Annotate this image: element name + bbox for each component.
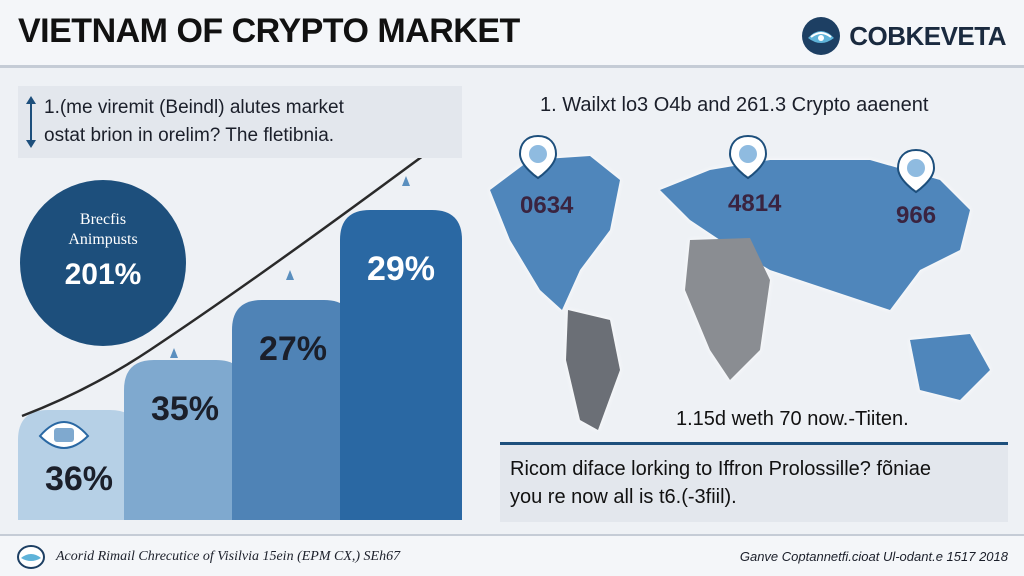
location-pin-icon bbox=[896, 148, 936, 194]
map-value-asia: 966 bbox=[896, 202, 937, 229]
note-line-1: 1.(me viremit (Beindl) alutes market bbox=[44, 97, 344, 118]
info-box: Ricom diface lorking to Iffron Prolossil… bbox=[500, 442, 1008, 522]
bar-label-3: 27% bbox=[259, 330, 327, 368]
header: VIETNAM OF CRYPTO MARKET COBKEVETA bbox=[0, 0, 1024, 68]
coin-badge-icon bbox=[38, 421, 90, 449]
continent-australia bbox=[910, 334, 990, 400]
bar-4 bbox=[340, 210, 462, 520]
location-pin-icon bbox=[728, 134, 768, 180]
benefit-circle: Brecfis Animpusts 201% bbox=[20, 180, 186, 346]
marker-icon bbox=[170, 348, 178, 358]
benefit-label-line-1: Brecfis bbox=[79, 211, 127, 228]
map-caption: 1. Wailxt lo3 O4b and 261.3 Crypto aaene… bbox=[540, 94, 929, 116]
footer-left-text: Acorid Rimail Chrecutice of Visilvia 15e… bbox=[56, 549, 401, 564]
footer-right-text: Ganve Coptannetfi.cioat Ul-odant.e 1517 … bbox=[739, 549, 1008, 564]
bar-3 bbox=[232, 300, 354, 520]
brand-logo-icon bbox=[802, 17, 841, 55]
benefit-label-line-2: Animpusts bbox=[68, 231, 138, 248]
note-box: 1.(me viremit (Beindl) alutes market ost… bbox=[18, 86, 462, 158]
bar-2 bbox=[124, 360, 246, 520]
map-note: 1.15d weth 70 now.-Tiiten. bbox=[676, 408, 909, 430]
brand-name: COBKEVETA bbox=[849, 20, 1006, 51]
map-value-europe: 4814 bbox=[728, 190, 782, 217]
benefit-value: 201% bbox=[64, 258, 142, 291]
info-line-2: you re now all is t6.(-3fiil). bbox=[510, 486, 737, 508]
bar-label-1: 36% bbox=[45, 460, 113, 498]
page-title: VIETNAM OF CRYPTO MARKET bbox=[18, 12, 520, 50]
world-map bbox=[490, 156, 990, 430]
footer: Acorid Rimail Chrecutice of Visilvia 15e… bbox=[0, 534, 1024, 576]
marker-icon bbox=[286, 270, 294, 280]
continent-south-america bbox=[566, 310, 620, 430]
trend-line bbox=[21, 128, 459, 418]
continent-eurasia bbox=[660, 160, 970, 310]
location-pin-icon bbox=[518, 134, 558, 180]
info-line-1: Ricom diface lorking to Iffron Prolossil… bbox=[510, 458, 931, 480]
marker-icon bbox=[402, 176, 410, 186]
footer-logo-icon bbox=[17, 545, 45, 569]
note-line-2: ostat brion in orelim? The fletibnia. bbox=[44, 125, 335, 146]
benefit-label: Brecfis Animpusts bbox=[20, 210, 186, 250]
bar-label-2: 35% bbox=[151, 390, 219, 428]
brand: COBKEVETA bbox=[801, 16, 1006, 56]
continent-africa bbox=[685, 238, 770, 380]
continent-north-america bbox=[490, 156, 620, 310]
up-down-arrow-icon bbox=[26, 96, 36, 148]
bar-chart: 36% 35% 27% 29% bbox=[18, 126, 462, 520]
bar-label-4: 29% bbox=[367, 250, 435, 288]
map-value-americas: 0634 bbox=[520, 192, 574, 219]
